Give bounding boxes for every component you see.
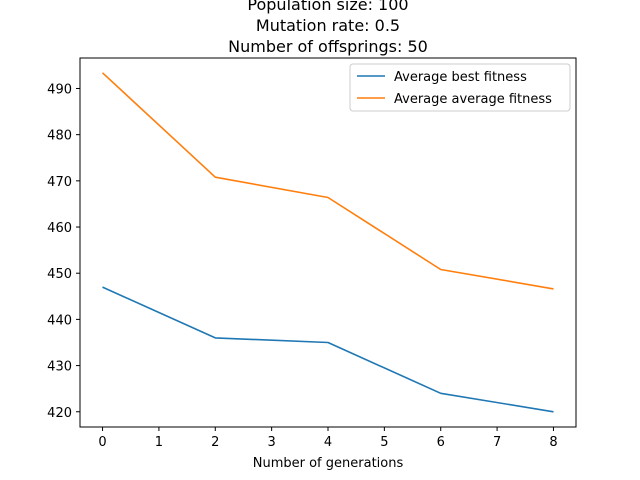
legend-entry: Average average fitness — [394, 92, 552, 107]
x-tick-label: 7 — [493, 435, 501, 450]
y-tick-label: 490 — [47, 82, 72, 97]
x-tick-label: 2 — [211, 435, 219, 450]
x-axis: 0 1 2 3 4 5 6 7 8 — [98, 427, 558, 450]
x-tick-label: 3 — [267, 435, 275, 450]
x-tick-label: 5 — [380, 435, 388, 450]
y-axis: 420 430 440 450 460 470 480 490 — [47, 82, 80, 421]
x-tick-label: 0 — [98, 435, 106, 450]
y-tick-label: 460 — [47, 221, 72, 236]
y-tick-label: 430 — [47, 360, 72, 375]
y-tick-label: 450 — [47, 267, 72, 282]
plot-area — [79, 57, 577, 428]
chart-title: Population size: 100 Mutation rate: 0.5 Nu… — [228, 0, 428, 56]
series-line-1 — [102, 286, 554, 413]
y-tick-label: 470 — [47, 175, 72, 190]
x-tick-label: 8 — [549, 435, 557, 450]
y-tick-label: 440 — [47, 313, 72, 328]
y-tick-label: 480 — [47, 129, 72, 144]
y-tick-label: 420 — [47, 406, 72, 421]
series-line-2 — [101, 72, 554, 290]
legend-entry: Average best fitness — [394, 70, 527, 85]
chart-title-line: Mutation rate: 0.5 — [256, 16, 400, 35]
x-tick-label: 6 — [437, 435, 445, 450]
chart-title-line: Number of offsprings: 50 — [228, 37, 428, 56]
chart-title-line: Population size: 100 — [247, 0, 408, 14]
legend-box — [349, 63, 571, 112]
x-tick-label: 1 — [155, 435, 163, 450]
x-axis-label: Number of generations — [253, 456, 404, 471]
x-tick-label: 4 — [324, 435, 332, 450]
legend: Average best fitness Average average fitn… — [349, 63, 571, 112]
series-group — [101, 72, 554, 413]
